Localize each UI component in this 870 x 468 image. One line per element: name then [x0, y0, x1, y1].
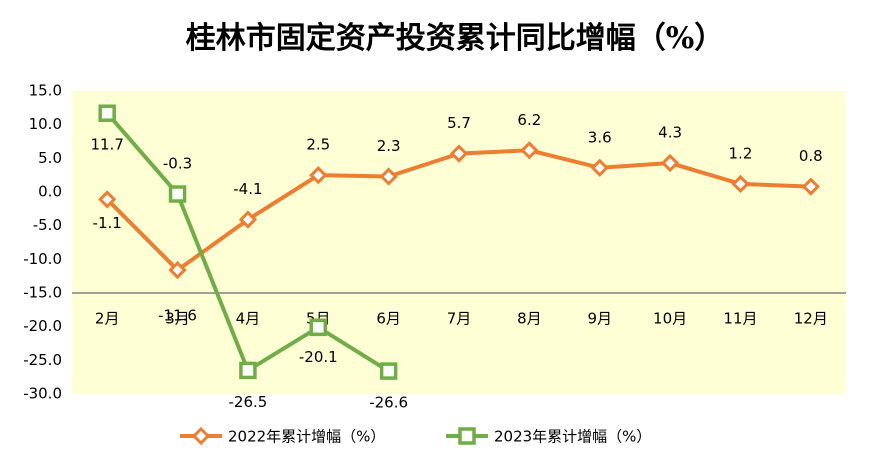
marker [191, 426, 211, 446]
x-tick-label: 2月 [95, 310, 120, 328]
x-tick-label: 12月 [794, 310, 828, 328]
x-tick-label: 10月 [653, 310, 687, 328]
marker [379, 362, 398, 380]
data-label: 5.7 [447, 114, 471, 132]
x-tick-label: 4月 [236, 310, 261, 328]
marker [590, 158, 609, 177]
plot-area [72, 91, 846, 394]
data-label: -0.3 [163, 155, 192, 173]
marker [458, 427, 476, 445]
marker [239, 361, 257, 380]
data-label: 0.8 [799, 147, 823, 165]
data-label: 3.6 [588, 128, 612, 146]
x-tick-label: 11月 [723, 310, 757, 328]
marker [660, 153, 680, 173]
marker [98, 190, 117, 209]
legend-label: 2023年累计增幅（%） [494, 428, 651, 446]
chart-title: 桂林市固定资产投资累计同比增幅（%） [186, 21, 725, 56]
y-tick-label: 0.0 [38, 183, 62, 201]
marker [801, 177, 820, 196]
x-tick-label: 7月 [447, 310, 472, 328]
marker [379, 167, 398, 186]
y-tick-label: 10.0 [29, 115, 62, 133]
legend-item: 2022年累计增幅（%） [180, 426, 385, 446]
x-tick-label: 6月 [376, 310, 401, 328]
marker [449, 144, 469, 163]
y-tick-label: 15.0 [29, 82, 62, 100]
y-tick-label: -5.0 [33, 216, 62, 234]
data-label: 6.2 [517, 111, 541, 129]
data-label: 2.5 [306, 136, 330, 154]
y-tick-label: -15.0 [23, 284, 62, 302]
marker [520, 141, 539, 160]
data-label: -1.1 [93, 214, 122, 232]
data-label: -20.1 [299, 348, 338, 366]
marker [309, 166, 328, 185]
y-tick-label: -30.0 [23, 385, 62, 403]
marker [309, 318, 328, 337]
marker [731, 174, 750, 194]
data-label: 2.3 [377, 137, 401, 155]
x-tick-label: 9月 [587, 310, 612, 328]
marker [168, 260, 187, 280]
marker [98, 104, 116, 122]
data-label: -26.6 [369, 394, 408, 412]
legend-label: 2022年累计增幅（%） [228, 428, 385, 446]
y-tick-label: -25.0 [23, 351, 62, 369]
y-tick-label: -20.0 [23, 317, 62, 335]
data-label: -11.6 [158, 307, 197, 325]
marker [168, 185, 187, 203]
x-tick-label: 8月 [517, 310, 542, 328]
data-label: -4.1 [233, 180, 262, 198]
legend-item: 2023年累计增幅（%） [446, 427, 651, 446]
y-tick-label: 5.0 [38, 149, 62, 167]
data-label: 11.7 [90, 136, 123, 154]
data-label: -26.5 [229, 393, 268, 411]
data-label: 1.2 [729, 144, 753, 162]
marker [238, 210, 258, 229]
y-tick-label: -10.0 [23, 250, 62, 268]
x-tick-label: 3月 [165, 310, 190, 328]
data-label: 4.3 [658, 124, 682, 142]
